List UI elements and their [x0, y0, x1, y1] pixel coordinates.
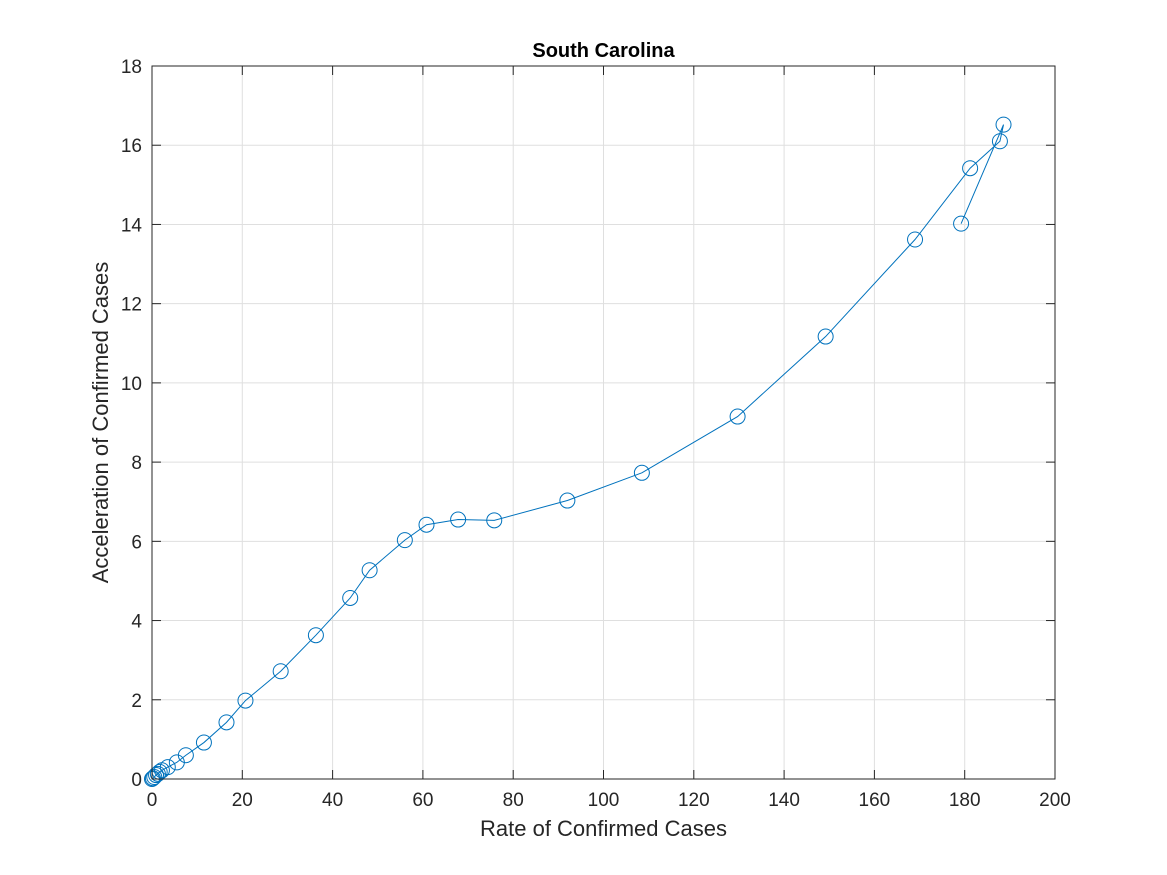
y-tick-label: 6: [131, 532, 142, 553]
data-point: [177, 747, 194, 764]
data-point: [218, 714, 235, 731]
axes: [151, 65, 1056, 780]
chart-title: South Carolina: [532, 40, 675, 62]
data-point: [953, 215, 970, 232]
series-layer: [144, 116, 1012, 787]
data-point: [450, 511, 467, 528]
y-tick-label: 4: [131, 612, 142, 633]
y-tick-label: 18: [121, 57, 142, 78]
data-point: [159, 759, 176, 776]
data-point: [995, 116, 1012, 133]
data-point: [361, 562, 378, 579]
data-point: [991, 133, 1008, 150]
data-point: [342, 589, 359, 606]
x-axis-label: Rate of Confirmed Cases: [480, 816, 727, 841]
data-point: [418, 516, 435, 533]
data-point: [962, 160, 979, 177]
data-point: [396, 532, 413, 549]
data-point: [817, 328, 834, 345]
data-point: [272, 663, 289, 680]
y-axis-label: Acceleration of Confirmed Cases: [88, 262, 113, 584]
tick-labels: 0 20 40 60 80 100 120 140 160 180 200 0 2 4 6 8 10 12 14 16…: [121, 57, 1071, 811]
data-point: [144, 770, 161, 787]
grid: [152, 66, 1055, 779]
x-tick-label: 180: [949, 790, 981, 811]
y-tick-label: 8: [131, 453, 142, 474]
data-point: [559, 492, 576, 509]
x-tick-label: 120: [678, 790, 710, 811]
data-point: [633, 464, 650, 481]
data-point: [307, 627, 324, 644]
x-tick-label: 20: [232, 790, 253, 811]
x-tick-label: 140: [768, 790, 800, 811]
y-tick-label: 12: [121, 295, 142, 316]
data-point: [195, 734, 212, 751]
data-point: [148, 767, 165, 784]
x-tick-label: 200: [1039, 790, 1071, 811]
x-tick-label: 60: [412, 790, 433, 811]
y-tick-label: 0: [131, 770, 142, 791]
y-tick-label: 14: [121, 215, 143, 236]
data-point: [237, 692, 254, 709]
data-point: [486, 512, 503, 529]
y-tick-label: 10: [121, 374, 142, 395]
data-point: [907, 231, 924, 248]
data-point: [729, 408, 746, 425]
y-tick-label: 2: [131, 691, 142, 712]
x-tick-label: 100: [588, 790, 620, 811]
x-tick-label: 160: [859, 790, 891, 811]
y-tick-label: 16: [121, 136, 142, 157]
x-tick-label: 80: [503, 790, 524, 811]
x-tick-label: 40: [322, 790, 343, 811]
x-tick-label: 0: [147, 790, 158, 811]
